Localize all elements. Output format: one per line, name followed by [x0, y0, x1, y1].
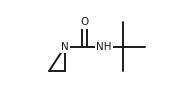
Text: NH: NH [96, 42, 111, 52]
Text: O: O [80, 17, 89, 27]
Text: N: N [61, 42, 69, 52]
